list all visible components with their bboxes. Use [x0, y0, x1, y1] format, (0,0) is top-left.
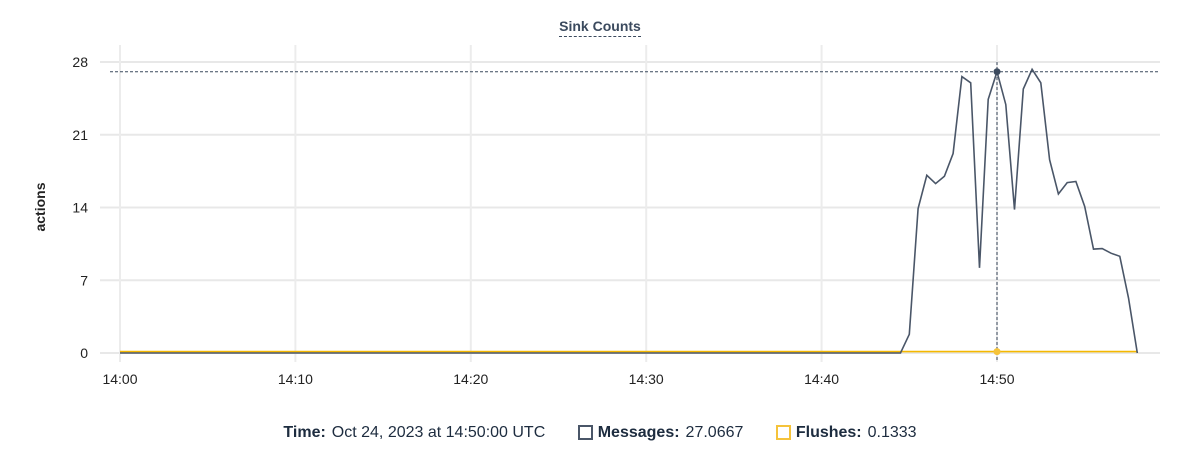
legend-time: Time: Oct 24, 2023 at 14:50:00 UTC — [283, 424, 545, 441]
time-value: Oct 24, 2023 at 14:50:00 UTC — [331, 424, 546, 441]
legend-flushes[interactable]: Flushes: 0.1333 — [775, 424, 917, 441]
y-axis-label: actions — [32, 182, 48, 231]
y-tick-label: 14 — [72, 200, 88, 216]
chart-title[interactable]: Sink Counts — [0, 18, 1200, 37]
x-tick-label: 14:00 — [102, 371, 137, 387]
messages-swatch-icon — [577, 425, 593, 440]
y-tick-label: 21 — [72, 127, 88, 143]
y-tick-label: 0 — [80, 345, 88, 361]
chart-title-text: Sink Counts — [559, 18, 641, 37]
flushes-hover-point — [993, 348, 1001, 356]
y-tick-label: 28 — [72, 54, 88, 70]
series-line-messages — [120, 67, 1139, 354]
flushes-swatch-icon — [775, 425, 791, 440]
x-tick-label: 14:20 — [453, 371, 488, 387]
x-tick-label: 14:50 — [979, 371, 1014, 387]
legend-messages[interactable]: Messages: 27.0667 — [577, 424, 744, 441]
line-chart[interactable]: 0 7 14 21 28 14:00 14:10 14:20 14:30 14:40 14:50 ac… — [0, 0, 1200, 410]
messages-hover-point — [993, 68, 1001, 76]
time-label: Time: — [283, 424, 326, 441]
tooltip-legend: Time: Oct 24, 2023 at 14:50:00 UTC Messag… — [0, 424, 1200, 442]
x-tick-label: 14:10 — [278, 371, 313, 387]
flushes-value: 0.1333 — [867, 424, 917, 441]
x-tick-label: 14:40 — [804, 371, 839, 387]
y-tick-label: 7 — [80, 272, 88, 288]
messages-value: 27.0667 — [685, 424, 744, 441]
x-tick-label: 14:30 — [629, 371, 664, 387]
messages-label: Messages: — [597, 424, 680, 441]
flushes-label: Flushes: — [795, 424, 862, 441]
